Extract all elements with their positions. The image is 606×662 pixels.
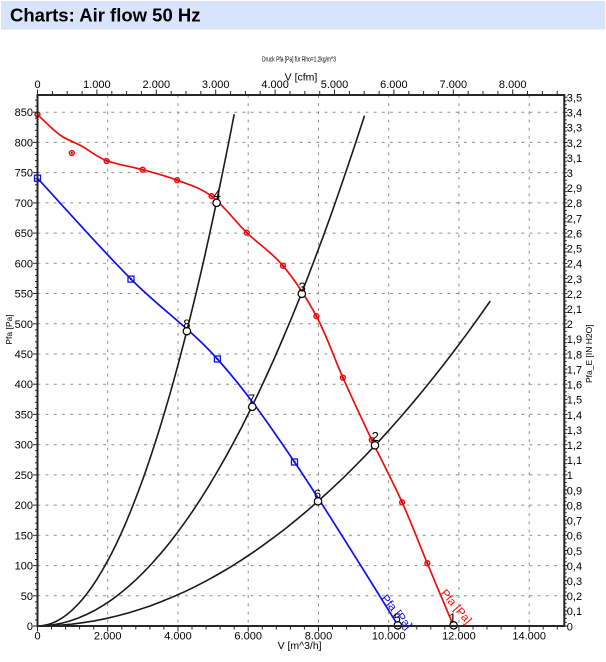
- svg-text:8.000: 8.000: [499, 79, 527, 91]
- svg-text:10.000: 10.000: [372, 631, 406, 643]
- svg-text:3,2: 3,2: [567, 138, 582, 150]
- svg-text:2,3: 2,3: [567, 274, 582, 286]
- svg-text:350: 350: [15, 409, 33, 421]
- svg-text:3: 3: [567, 168, 573, 180]
- svg-text:1,2: 1,2: [567, 440, 582, 452]
- svg-text:4.000: 4.000: [164, 631, 192, 643]
- svg-text:0: 0: [27, 621, 33, 633]
- svg-text:2,7: 2,7: [567, 213, 582, 225]
- svg-text:3,3: 3,3: [567, 123, 582, 135]
- svg-text:2,8: 2,8: [567, 198, 582, 210]
- svg-text:750: 750: [15, 168, 33, 180]
- svg-text:650: 650: [15, 228, 33, 240]
- svg-text:12.000: 12.000: [442, 631, 476, 643]
- svg-text:V [m^3/h]: V [m^3/h]: [278, 640, 322, 652]
- svg-text:1,6: 1,6: [567, 380, 582, 392]
- svg-text:7: 7: [248, 392, 255, 407]
- svg-text:2: 2: [372, 429, 379, 444]
- svg-text:6.000: 6.000: [234, 631, 262, 643]
- svg-text:0,5: 0,5: [567, 546, 582, 558]
- svg-text:1,1: 1,1: [567, 455, 582, 467]
- svg-text:1: 1: [567, 470, 573, 482]
- svg-text:1,9: 1,9: [567, 334, 582, 346]
- svg-text:550: 550: [15, 289, 33, 301]
- svg-text:4: 4: [214, 187, 221, 202]
- svg-text:1.000: 1.000: [83, 79, 111, 91]
- svg-text:800: 800: [15, 137, 33, 149]
- svg-text:2,5: 2,5: [567, 244, 582, 256]
- svg-text:0,6: 0,6: [567, 531, 582, 543]
- svg-text:8: 8: [183, 317, 190, 332]
- svg-text:0,4: 0,4: [567, 561, 582, 573]
- svg-text:150: 150: [15, 530, 33, 542]
- svg-text:2,6: 2,6: [567, 228, 582, 240]
- svg-text:2,9: 2,9: [567, 183, 582, 195]
- svg-text:6: 6: [314, 487, 321, 502]
- svg-text:3,5: 3,5: [567, 92, 582, 104]
- svg-text:5.000: 5.000: [321, 79, 349, 91]
- svg-text:3,4: 3,4: [567, 108, 582, 120]
- svg-text:300: 300: [15, 440, 33, 452]
- svg-text:50: 50: [21, 591, 33, 603]
- svg-text:100: 100: [15, 561, 33, 573]
- svg-text:450: 450: [15, 349, 33, 361]
- svg-text:2,2: 2,2: [567, 289, 582, 301]
- svg-text:6.000: 6.000: [380, 79, 408, 91]
- svg-text:Pfa_E [IN H2O]: Pfa_E [IN H2O]: [584, 324, 594, 383]
- svg-text:Charts: Air flow 50 Hz: Charts: Air flow 50 Hz: [10, 5, 201, 26]
- svg-text:0,7: 0,7: [567, 516, 582, 528]
- svg-text:500: 500: [15, 319, 33, 331]
- svg-text:0: 0: [567, 621, 573, 633]
- svg-text:700: 700: [15, 198, 33, 210]
- svg-text:5: 5: [394, 610, 401, 625]
- svg-text:3.000: 3.000: [202, 79, 230, 91]
- svg-text:2: 2: [567, 319, 573, 331]
- svg-text:400: 400: [15, 379, 33, 391]
- svg-text:200: 200: [15, 500, 33, 512]
- svg-text:250: 250: [15, 470, 33, 482]
- svg-text:V [cfm]: V [cfm]: [285, 72, 318, 84]
- svg-text:850: 850: [15, 107, 33, 119]
- svg-text:2.000: 2.000: [143, 79, 171, 91]
- svg-text:1,8: 1,8: [567, 349, 582, 361]
- svg-text:1,3: 1,3: [567, 425, 582, 437]
- svg-text:3,1: 3,1: [567, 153, 582, 165]
- svg-text:7.000: 7.000: [440, 79, 468, 91]
- svg-text:0,9: 0,9: [567, 485, 582, 497]
- svg-text:Pfa [Pa]: Pfa [Pa]: [4, 314, 14, 344]
- svg-text:4.000: 4.000: [261, 79, 289, 91]
- svg-text:0,8: 0,8: [567, 500, 582, 512]
- svg-text:600: 600: [15, 258, 33, 270]
- svg-text:1,7: 1,7: [567, 364, 582, 376]
- svg-text:2.000: 2.000: [94, 631, 122, 643]
- svg-text:1,5: 1,5: [567, 395, 582, 407]
- svg-text:0,2: 0,2: [567, 591, 582, 603]
- svg-text:0: 0: [34, 79, 40, 91]
- svg-text:1,4: 1,4: [567, 410, 582, 422]
- svg-text:0,1: 0,1: [567, 606, 582, 618]
- svg-text:14.000: 14.000: [512, 631, 546, 643]
- svg-text:0,3: 0,3: [567, 576, 582, 588]
- svg-text:1: 1: [449, 610, 456, 625]
- svg-text:3: 3: [299, 279, 306, 294]
- svg-text:0: 0: [34, 631, 40, 643]
- svg-text:8.000: 8.000: [305, 631, 333, 643]
- svg-text:2,4: 2,4: [567, 259, 582, 271]
- svg-text:2,1: 2,1: [567, 304, 582, 316]
- svg-text:Druck Pfa [Pa] für Rho=1,2kg/m: Druck Pfa [Pa] für Rho=1,2kg/m^3: [262, 57, 336, 64]
